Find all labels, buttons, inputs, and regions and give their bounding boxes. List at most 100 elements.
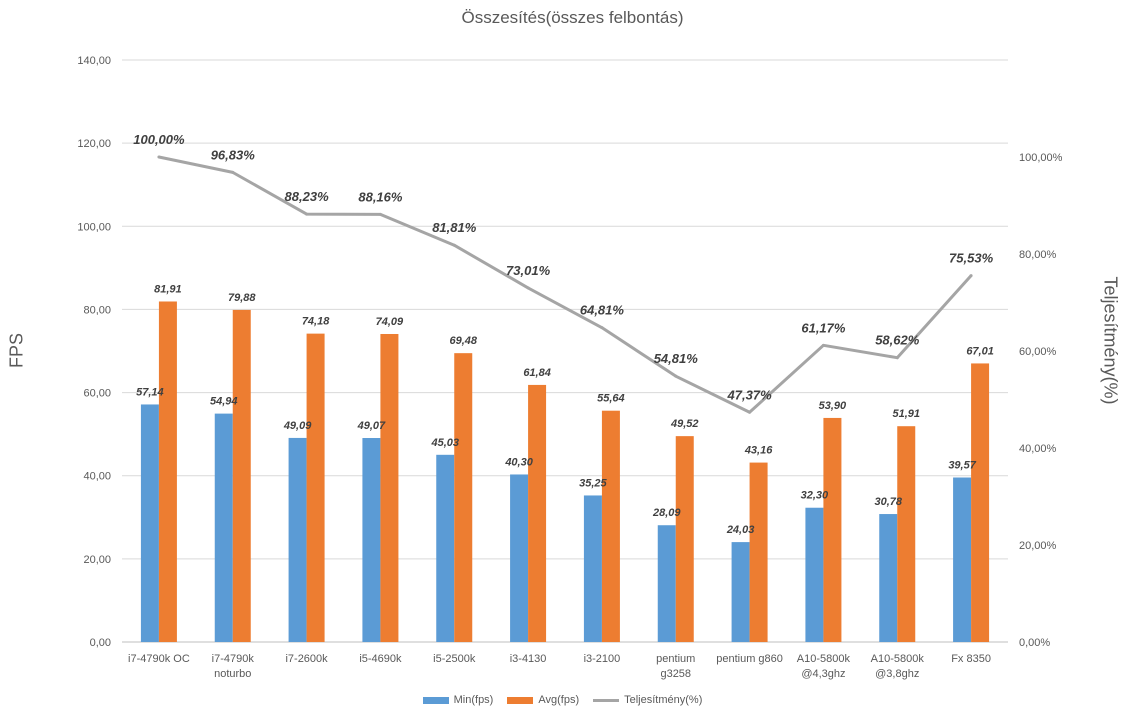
bar-avg	[528, 384, 547, 642]
y-tick-label-right: 60,00%	[1019, 346, 1057, 358]
data-label-min: 49,07	[357, 420, 386, 432]
data-label-min: 30,78	[874, 496, 902, 508]
data-label-performance: 100,00%	[133, 132, 185, 147]
data-label-min: 35,25	[579, 477, 607, 489]
point-performance	[674, 374, 678, 378]
point-performance	[378, 212, 382, 216]
point-performance	[600, 326, 604, 330]
data-label-min: 57,14	[136, 386, 164, 398]
data-label-performance: 73,01%	[506, 263, 551, 278]
data-label-performance: 88,23%	[285, 189, 330, 204]
legend-swatch-avg	[507, 696, 534, 704]
data-label-min: 28,09	[652, 507, 681, 519]
bar-min	[583, 495, 602, 642]
point-performance	[305, 212, 309, 216]
data-label-performance: 61,17%	[801, 320, 846, 335]
bar-avg	[823, 417, 842, 642]
legend-swatch-min	[422, 696, 449, 704]
bar-min	[805, 507, 824, 642]
legend-label-min: Min(fps)	[453, 694, 494, 706]
point-performance	[748, 410, 752, 414]
data-label-avg: 51,91	[892, 408, 920, 420]
line-performance	[158, 155, 973, 414]
point-performance	[821, 343, 825, 347]
bar-avg	[306, 333, 325, 642]
legend-item-avg: Avg(fps)	[507, 694, 579, 706]
data-label-performance: 58,62%	[875, 333, 920, 348]
y-tick-label-right: 80,00%	[1019, 249, 1057, 261]
data-label-min: 24,03	[726, 524, 755, 536]
data-label-min: 39,57	[948, 460, 976, 472]
data-label-avg: 61,84	[523, 367, 551, 379]
point-performance	[969, 274, 973, 278]
bar-avg	[158, 301, 177, 642]
bar-min	[879, 514, 898, 642]
bar-avg	[675, 436, 694, 642]
bar-min	[140, 404, 159, 642]
data-label-avg: 69,48	[449, 335, 477, 347]
point-performance	[157, 155, 161, 159]
chart-plot: 0,00 20,00 40,00 60,00 80,00 100,00 120,00 140,…	[77, 55, 1063, 680]
x-tick-label: i7-4790k	[212, 653, 255, 665]
bar-min	[657, 525, 676, 642]
data-label-avg: 53,90	[819, 400, 847, 412]
x-tick-label: i5-2500k	[433, 653, 476, 665]
bar-avg	[454, 353, 473, 642]
data-label-performance: 88,16%	[358, 189, 403, 204]
x-tick-label: pentium	[656, 653, 695, 665]
y-tick-label-left: 60,00	[83, 388, 111, 400]
data-label-avg: 74,09	[376, 316, 404, 328]
bar-min	[288, 437, 307, 642]
data-label-min: 54,94	[210, 396, 238, 408]
x-tick-label: pentium g860	[716, 653, 783, 665]
y-tick-label-right: 20,00%	[1019, 540, 1057, 552]
data-label-performance: 64,81%	[580, 303, 625, 318]
point-performance	[895, 356, 899, 360]
x-tick-label: i5-4690k	[359, 653, 402, 665]
point-performance	[452, 243, 456, 247]
x-tick-label: noturbo	[214, 668, 251, 680]
y-tick-label-left: 100,00	[77, 221, 111, 233]
legend-item-min: Min(fps)	[422, 694, 494, 706]
y-tick-label-left: 80,00	[83, 304, 111, 316]
bar-avg	[971, 363, 990, 642]
data-label-avg: 43,16	[744, 445, 773, 457]
data-label-min: 32,30	[801, 490, 829, 502]
bar-avg	[232, 309, 251, 642]
bar-min	[362, 438, 381, 642]
data-label-min: 40,30	[504, 456, 533, 468]
data-label-performance: 81,81%	[432, 220, 477, 235]
data-label-avg: 55,64	[597, 393, 625, 405]
y-tick-label-left: 40,00	[83, 471, 111, 483]
legend-swatch-performance	[593, 698, 620, 702]
data-label-min: 45,03	[430, 437, 459, 449]
bar-min	[731, 542, 750, 642]
data-label-performance: 54,81%	[654, 351, 699, 366]
y-tick-label-left: 140,00	[77, 55, 111, 67]
x-tick-label: A10-5800k	[797, 653, 851, 665]
x-tick-label: @4,3ghz	[801, 668, 845, 680]
point-performance	[231, 170, 235, 174]
legend-item-performance: Teljesítmény(%)	[593, 694, 702, 706]
x-tick-label: i7-4790k OC	[128, 653, 190, 665]
y-tick-label-left: 20,00	[83, 554, 111, 566]
data-label-min: 49,09	[283, 420, 312, 432]
bar-min	[510, 474, 529, 642]
legend-label-avg: Avg(fps)	[538, 694, 580, 706]
data-label-avg: 81,91	[154, 283, 182, 295]
bar-avg	[749, 462, 768, 642]
y-tick-label-left: 0,00	[90, 637, 111, 649]
x-tick-label: i3-2100	[584, 653, 621, 665]
x-tick-label: A10-5800k	[871, 653, 925, 665]
data-label-performance: 47,37%	[727, 387, 773, 402]
chart-title: Összesítés(összes felbontás)	[461, 8, 684, 27]
x-tick-label: g3258	[660, 668, 691, 680]
y-tick-label-right: 100,00%	[1019, 152, 1063, 164]
y-tick-label-right: 40,00%	[1019, 443, 1057, 455]
x-tick-label: i7-2600k	[285, 653, 328, 665]
bar-min	[953, 477, 972, 642]
data-label-avg: 67,01	[966, 345, 994, 357]
x-tick-label: @3,8ghz	[875, 668, 919, 680]
data-label-avg: 74,18	[302, 316, 330, 328]
bar-avg	[380, 333, 399, 642]
